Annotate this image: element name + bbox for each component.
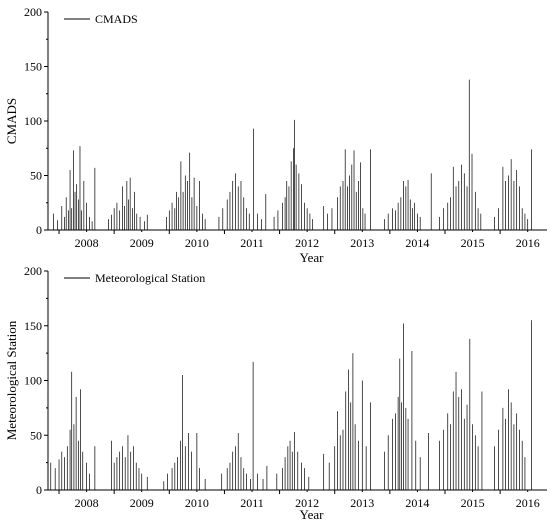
series-bars bbox=[53, 79, 532, 230]
y-axis-title: CMADS bbox=[4, 98, 19, 144]
chart-panel-1: 0 50 100 150 200 2008 2009 2010 2011 2012 2013 2014… bbox=[4, 5, 547, 265]
x-tick-label: 2008 bbox=[75, 496, 99, 510]
x-tick-label: 2009 bbox=[130, 236, 154, 250]
y-tick-label: 150 bbox=[24, 319, 42, 333]
y-tick-label: 0 bbox=[36, 483, 42, 497]
x-tick-label: 2013 bbox=[350, 236, 374, 250]
x-tick-label: 2010 bbox=[185, 236, 209, 250]
y-tick-label: 200 bbox=[24, 264, 42, 278]
chart-panel-2: 0 50 100 150 200 2008 2009 2010 2011 2012 2013 2014… bbox=[4, 264, 547, 522]
x-tick-label: 2014 bbox=[405, 236, 429, 250]
x-tick-label: 2011 bbox=[240, 236, 264, 250]
y-tick-label: 100 bbox=[24, 374, 42, 388]
y-tick-label: 0 bbox=[36, 223, 42, 237]
x-tick-label: 2016 bbox=[516, 496, 540, 510]
x-tick-label: 2008 bbox=[75, 236, 99, 250]
x-tick-label: 2012 bbox=[295, 236, 319, 250]
series-bars bbox=[50, 320, 532, 490]
x-tick-label: 2015 bbox=[461, 236, 485, 250]
legend-label: Meteorological Station bbox=[95, 271, 205, 285]
y-tick-label: 150 bbox=[24, 60, 42, 74]
x-tick-label: 2015 bbox=[461, 496, 485, 510]
x-tick-label: 2011 bbox=[240, 496, 264, 510]
y-tick-label: 100 bbox=[24, 114, 42, 128]
y-tick-label: 200 bbox=[24, 5, 42, 19]
x-axis-title: Year bbox=[300, 250, 325, 265]
x-tick-label: 2016 bbox=[516, 236, 540, 250]
y-axis-title: Meteorological Station bbox=[4, 320, 19, 440]
x-tick-label: 2013 bbox=[350, 496, 374, 510]
y-tick-label: 50 bbox=[30, 169, 42, 183]
x-tick-label: 2014 bbox=[405, 496, 429, 510]
y-tick-label: 50 bbox=[30, 428, 42, 442]
legend: Meteorological Station bbox=[64, 271, 205, 285]
x-tick-label: 2009 bbox=[130, 496, 154, 510]
x-axis-title: Year bbox=[300, 507, 325, 522]
x-tick-label: 2010 bbox=[185, 496, 209, 510]
legend: CMADS bbox=[64, 12, 138, 26]
legend-label: CMADS bbox=[95, 12, 138, 26]
x-tick-label: 2012 bbox=[295, 496, 319, 510]
